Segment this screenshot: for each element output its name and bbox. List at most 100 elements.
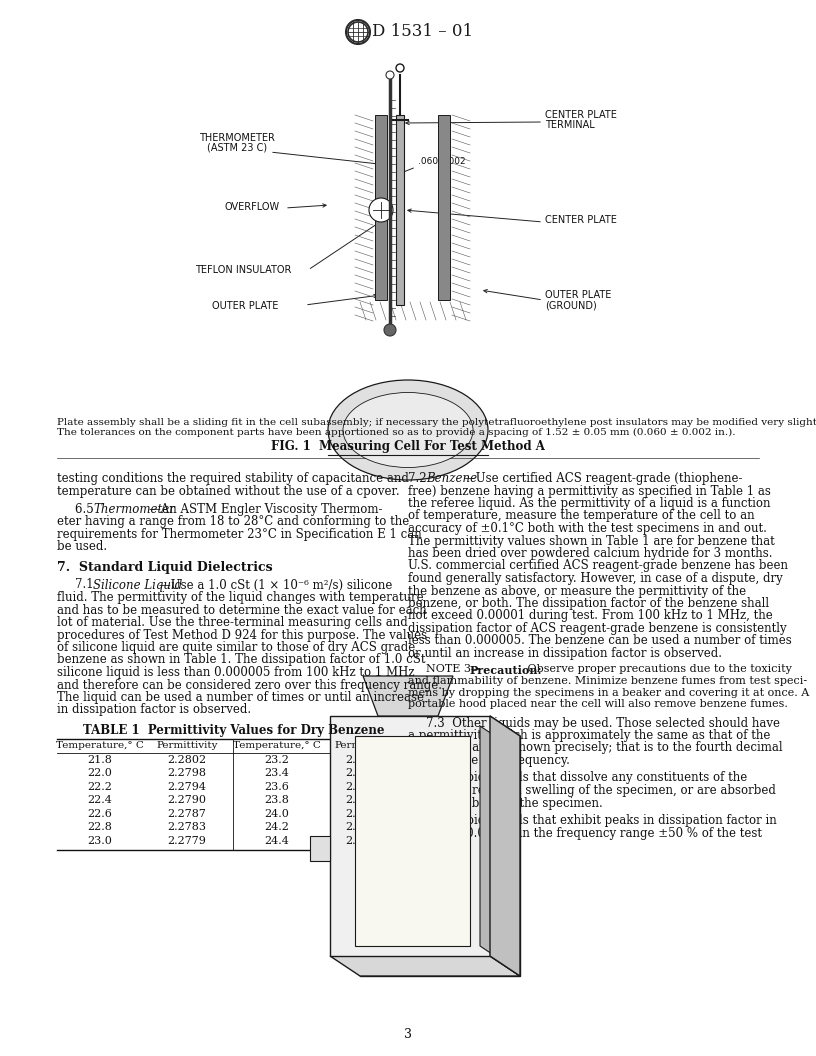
Text: Permittivity: Permittivity: [156, 740, 218, 750]
Circle shape: [384, 324, 396, 336]
Text: silicone liquid is less than 0.000005 from 100 kHz to 1 MHz: silicone liquid is less than 0.000005 fr…: [57, 666, 415, 679]
Text: 22.2: 22.2: [87, 781, 112, 792]
Text: OUTER PLATE: OUTER PLATE: [212, 301, 278, 312]
Text: requirements for Thermometer 23°C in Specification E 1 can: requirements for Thermometer 23°C in Spe…: [57, 528, 422, 541]
Circle shape: [369, 199, 393, 222]
Text: 23.6: 23.6: [264, 781, 290, 792]
Text: 7.  Standard Liquid Dielectrics: 7. Standard Liquid Dielectrics: [57, 561, 273, 574]
Text: TERMINAL: TERMINAL: [545, 120, 595, 130]
Text: OUTER PLATE: OUTER PLATE: [545, 290, 611, 300]
Text: D 1531 – 01: D 1531 – 01: [372, 23, 473, 40]
Circle shape: [396, 64, 404, 72]
Text: benzene, or both. The dissipation factor of the benzene shall: benzene, or both. The dissipation factor…: [408, 597, 769, 610]
Text: Thermometer: Thermometer: [93, 503, 175, 516]
Text: 23.4: 23.4: [264, 769, 290, 778]
Text: 24.2: 24.2: [264, 823, 290, 832]
Polygon shape: [480, 727, 510, 966]
Circle shape: [386, 71, 394, 79]
Text: dissipation factor of ACS reagent-grade benzene is consistently: dissipation factor of ACS reagent-grade …: [408, 622, 787, 635]
Text: OVERFLOW: OVERFLOW: [224, 202, 280, 212]
Text: or until an increase in dissipation factor is observed.: or until an increase in dissipation fact…: [408, 647, 722, 660]
Ellipse shape: [328, 380, 488, 480]
Text: THERMOMETER: THERMOMETER: [199, 133, 275, 143]
Text: within the body of the specimen.: within the body of the specimen.: [408, 796, 603, 810]
Text: Silicone Liquid: Silicone Liquid: [93, 579, 182, 591]
Polygon shape: [360, 736, 520, 976]
Text: 22.8: 22.8: [87, 823, 112, 832]
Text: (GROUND): (GROUND): [545, 300, 596, 310]
Bar: [396, 115, 404, 305]
Text: Temperature,° C: Temperature,° C: [233, 740, 321, 750]
Text: 7.1: 7.1: [75, 579, 97, 591]
Text: FIG. 1  Measuring Cell For Test Method A: FIG. 1 Measuring Cell For Test Method A: [271, 440, 545, 453]
Text: 22.4: 22.4: [87, 795, 112, 806]
Text: frequency.: frequency.: [408, 840, 470, 852]
Text: 2.2790: 2.2790: [167, 795, 206, 806]
Bar: [438, 115, 450, 300]
Text: 21.8: 21.8: [87, 755, 112, 765]
Text: The liquid can be used a number of times or until an increase: The liquid can be used a number of times…: [57, 691, 424, 704]
Bar: [375, 115, 387, 300]
Text: 2.2756: 2.2756: [345, 823, 384, 832]
Polygon shape: [363, 676, 453, 716]
Text: CENTER PLATE: CENTER PLATE: [545, 110, 617, 120]
Text: 2.2802: 2.2802: [167, 755, 206, 765]
Polygon shape: [355, 736, 470, 946]
Polygon shape: [330, 716, 490, 956]
Text: of temperature, measure the temperature of the cell to an: of temperature, measure the temperature …: [408, 509, 755, 523]
Text: Benzene: Benzene: [426, 472, 477, 485]
Text: TABLE 1  Permittivity Values for Dry Benzene: TABLE 1 Permittivity Values for Dry Benz…: [82, 724, 384, 737]
Text: The tolerances on the component parts have been apportioned so as to provide a s: The tolerances on the component parts ha…: [57, 428, 735, 437]
Polygon shape: [490, 716, 520, 976]
Text: a permittivity which is approximately the same as that of the: a permittivity which is approximately th…: [408, 729, 770, 742]
Text: Precaution:: Precaution:: [470, 664, 543, 676]
Text: TEFLON INSULATOR: TEFLON INSULATOR: [195, 265, 291, 275]
Text: 2.2760: 2.2760: [345, 809, 384, 818]
Text: temperature can be obtained without the use of a cpover.: temperature can be obtained without the …: [57, 485, 400, 497]
Text: procedures of Test Method D 924 for this purpose. The values: procedures of Test Method D 924 for this…: [57, 628, 427, 641]
Text: not exceed 0.00001 during test. From 100 kHz to 1 MHz, the: not exceed 0.00001 during test. From 100…: [408, 609, 773, 622]
Text: Observe proper precautions due to the toxicity: Observe proper precautions due to the to…: [524, 664, 792, 675]
Text: of silicone liquid are quite similar to those of dry ACS grade: of silicone liquid are quite similar to …: [57, 641, 415, 654]
Text: 7.4  Avoid liquids that dissolve any constituents of the: 7.4 Avoid liquids that dissolve any cons…: [426, 772, 747, 785]
Text: 6.5: 6.5: [75, 503, 97, 516]
Text: and has to be measured to determine the exact value for each: and has to be measured to determine the …: [57, 603, 427, 617]
Text: —Use certified ACS reagent-grade (thiophene-: —Use certified ACS reagent-grade (thioph…: [464, 472, 743, 485]
Text: The permittivity values shown in Table 1 are for benzene that: The permittivity values shown in Table 1…: [408, 534, 774, 547]
Text: be used.: be used.: [57, 541, 107, 553]
Text: 2.2779: 2.2779: [167, 835, 206, 846]
Text: 3: 3: [404, 1029, 412, 1041]
Text: 22.6: 22.6: [87, 809, 112, 818]
Text: (ASTM 23 C): (ASTM 23 C): [207, 143, 267, 153]
Text: 7.5  Avoid liquids that exhibit peaks in dissipation factor in: 7.5 Avoid liquids that exhibit peaks in …: [426, 814, 777, 827]
Text: .060±.002: .060±.002: [418, 157, 466, 167]
Text: found generally satisfactory. However, in case of a dispute, dry: found generally satisfactory. However, i…: [408, 572, 783, 585]
Text: 7.2: 7.2: [408, 472, 430, 485]
Text: 24.4: 24.4: [264, 835, 290, 846]
Text: place at the test frequency.: place at the test frequency.: [408, 754, 570, 767]
Text: —An ASTM Engler Viscosity Thermom-: —An ASTM Engler Viscosity Thermom-: [149, 503, 383, 516]
Text: Temperature,° C: Temperature,° C: [55, 740, 144, 750]
Text: 2.2775: 2.2775: [345, 755, 384, 765]
Text: the benzene as above, or measure the permittivity of the: the benzene as above, or measure the per…: [408, 585, 746, 598]
Text: accuracy of ±0.1°C both with the test specimens in and out.: accuracy of ±0.1°C both with the test sp…: [408, 522, 767, 535]
Text: mens by dropping the specimens in a beaker and covering it at once. A: mens by dropping the specimens in a beak…: [408, 687, 809, 698]
Text: excess of 0.00005 in the frequency range ±50 % of the test: excess of 0.00005 in the frequency range…: [408, 827, 762, 840]
Text: specimen, and is known precisely; that is to the fourth decimal: specimen, and is known precisely; that i…: [408, 741, 783, 754]
Text: 2.2771: 2.2771: [345, 769, 384, 778]
Text: less than 0.000005. The benzene can be used a number of times: less than 0.000005. The benzene can be u…: [408, 635, 792, 647]
Text: in dissipation factor is observed.: in dissipation factor is observed.: [57, 703, 251, 717]
Text: testing conditions the required stability of capacitance and: testing conditions the required stabilit…: [57, 472, 409, 485]
Text: 23.2: 23.2: [264, 755, 290, 765]
Text: 7.3  Other liquids may be used. Those selected should have: 7.3 Other liquids may be used. Those sel…: [426, 717, 780, 730]
Text: NOTE 3—: NOTE 3—: [426, 664, 482, 675]
Text: and flammability of benzene. Minimize benzene fumes from test speci-: and flammability of benzene. Minimize be…: [408, 676, 807, 686]
Text: CENTER PLATE: CENTER PLATE: [545, 215, 617, 225]
Text: 24.0: 24.0: [264, 809, 290, 818]
Text: portable hood placed near the cell will also remove benzene fumes.: portable hood placed near the cell will …: [408, 699, 788, 709]
Polygon shape: [490, 716, 520, 976]
Text: 23.0: 23.0: [87, 835, 112, 846]
Text: 2.2794: 2.2794: [167, 781, 206, 792]
Text: eter having a range from 18 to 28°C and conforming to the: eter having a range from 18 to 28°C and …: [57, 515, 410, 528]
Text: 23.8: 23.8: [264, 795, 290, 806]
